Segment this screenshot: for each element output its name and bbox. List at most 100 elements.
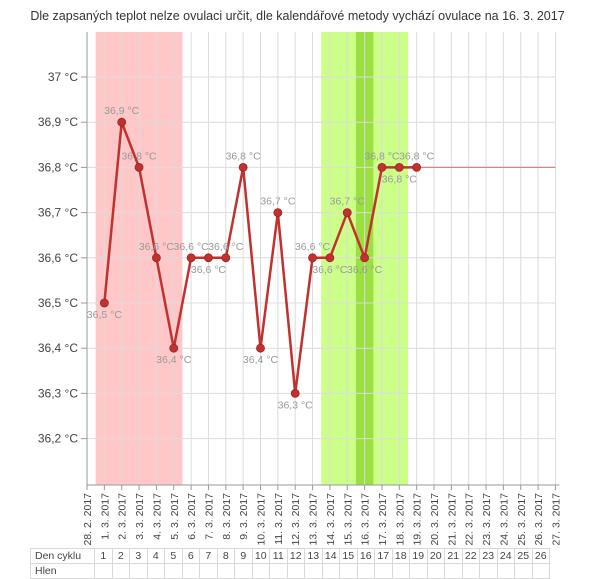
mucus-cell[interactable] (234, 563, 253, 579)
mucus-cell[interactable] (269, 563, 288, 579)
mucus-cell[interactable] (479, 563, 498, 579)
x-tick-label: 7. 3. 2017 (203, 493, 215, 540)
mucus-cell[interactable] (251, 563, 270, 579)
data-label: 36,6 °C (295, 241, 331, 253)
x-tick-label: 6. 3. 2017 (186, 493, 198, 540)
x-tick-label: 19. 3. 2017 (412, 493, 424, 546)
cycle-day-cell: 20 (426, 548, 445, 564)
x-tick-label: 14. 3. 2017 (325, 493, 337, 546)
cycle-day-cell: 4 (146, 548, 165, 564)
cycle-day-cell: 14 (321, 548, 340, 564)
y-tick-label: 36,4 °C (38, 341, 78, 355)
cycle-day-cell: 1 (94, 548, 113, 564)
x-tick-label: 22. 3. 2017 (464, 493, 476, 546)
mucus-cell[interactable] (426, 563, 445, 579)
x-tick-labels: 28. 2. 2017 1. 3. 2017 2. 3. 2017 3. 3. 201… (82, 493, 562, 546)
data-point (151, 253, 161, 263)
x-tick-label: 8. 3. 2017 (221, 493, 233, 540)
mucus-cell[interactable] (321, 563, 340, 579)
mucus-cell[interactable] (146, 563, 165, 579)
y-tick-label: 37 °C (48, 70, 78, 84)
cycle-day-cell: 17 (374, 548, 393, 564)
mucus-cell[interactable] (94, 563, 113, 579)
data-point (186, 253, 196, 263)
cycle-day-cell: 18 (391, 548, 410, 564)
y-tick-label: 36,8 °C (38, 160, 78, 174)
mucus-cell[interactable] (286, 563, 305, 579)
mucus-cell[interactable] (181, 563, 200, 579)
x-tick-label: 12. 3. 2017 (290, 493, 302, 546)
mucus-cell[interactable] (409, 563, 428, 579)
mucus-cell[interactable] (216, 563, 235, 579)
mucus-cell[interactable] (339, 563, 358, 579)
cycle-day-row: Den cyklu 1 2 3 4 5 6 7 8 9 10 11 12 13 14 15 16 17 18 19 2… (30, 548, 550, 564)
data-label: 36,9 °C (104, 105, 140, 117)
cycle-day-label: Den cyklu (30, 548, 95, 564)
data-point (412, 162, 422, 172)
axes (81, 32, 560, 490)
x-tick-label: 21. 3. 2017 (446, 493, 458, 546)
data-label: 36,6 °C (347, 264, 383, 276)
data-point (342, 208, 352, 218)
mucus-label: Hlen (30, 563, 95, 579)
cycle-day-cell: 5 (164, 548, 183, 564)
x-tick-label: 23. 3. 2017 (481, 493, 493, 546)
data-label: 36,6 °C (139, 241, 175, 253)
mucus-cell[interactable] (496, 563, 515, 579)
mucus-cell[interactable] (391, 563, 410, 579)
data-label: 36,3 °C (278, 399, 314, 411)
mucus-cell[interactable] (444, 563, 463, 579)
mucus-cell[interactable] (374, 563, 393, 579)
cycle-day-cell: 19 (409, 548, 428, 564)
data-label: 36,8 °C (364, 150, 400, 162)
cycle-day-cell: 8 (216, 548, 235, 564)
x-tick-label: 4. 3. 2017 (151, 493, 163, 540)
data-label: 36,6 °C (208, 241, 244, 253)
data-label: 36,4 °C (243, 354, 279, 366)
mucus-cell[interactable] (531, 563, 550, 579)
data-point (273, 208, 283, 218)
x-tick-label: 3. 3. 2017 (134, 493, 146, 540)
data-label: 36,8 °C (382, 173, 418, 185)
data-point (377, 162, 387, 172)
data-label: 36,7 °C (330, 196, 366, 208)
data-point (290, 388, 300, 398)
data-label: 36,8 °C (121, 150, 157, 162)
x-tick-label: 2. 3. 2017 (117, 493, 129, 540)
x-tick-label: 26. 3. 2017 (533, 493, 545, 546)
data-point (394, 162, 404, 172)
mucus-cell[interactable] (356, 563, 375, 579)
cycle-day-cell: 16 (356, 548, 375, 564)
mucus-cell[interactable] (164, 563, 183, 579)
data-point (204, 253, 213, 263)
mucus-cell[interactable] (514, 563, 533, 579)
mucus-cell[interactable] (111, 563, 130, 579)
cycle-day-cell: 13 (304, 548, 323, 564)
cycle-day-cell: 12 (286, 548, 305, 564)
data-point (134, 162, 144, 172)
y-tick-label: 36,6 °C (38, 251, 78, 265)
cycle-day-cell: 24 (496, 548, 515, 564)
data-point (308, 253, 317, 263)
x-tick-label: 18. 3. 2017 (394, 493, 406, 546)
mucus-cell[interactable] (461, 563, 480, 579)
y-tick-labels: 37 °C 36,9 °C 36,8 °C 36,7 °C 36,6 °C 36,5 °C… (38, 70, 78, 446)
y-tick-label: 36,3 °C (38, 386, 78, 400)
mucus-cell[interactable] (304, 563, 323, 579)
x-tick-label: 15. 3. 2017 (342, 493, 354, 546)
data-label: 36,6 °C (312, 264, 348, 276)
data-point (117, 117, 127, 127)
mucus-cell[interactable] (199, 563, 218, 579)
data-point (360, 253, 370, 263)
mucus-cell[interactable] (129, 563, 148, 579)
cycle-table: Den cyklu 1 2 3 4 5 6 7 8 9 10 11 12 13 14 15 16 17 18 19 2… (30, 548, 550, 579)
cycle-day-cell: 6 (181, 548, 200, 564)
cycle-day-cell: 7 (199, 548, 218, 564)
cycle-day-cell: 21 (444, 548, 463, 564)
x-tick-label: 27. 3. 2017 (550, 493, 562, 546)
y-tick-label: 36,2 °C (38, 432, 78, 446)
x-tick-label: 16. 3. 2017 (360, 493, 372, 546)
x-tick-label: 11. 3. 2017 (273, 493, 285, 545)
data-point (169, 343, 179, 353)
cycle-day-cell: 11 (269, 548, 288, 564)
